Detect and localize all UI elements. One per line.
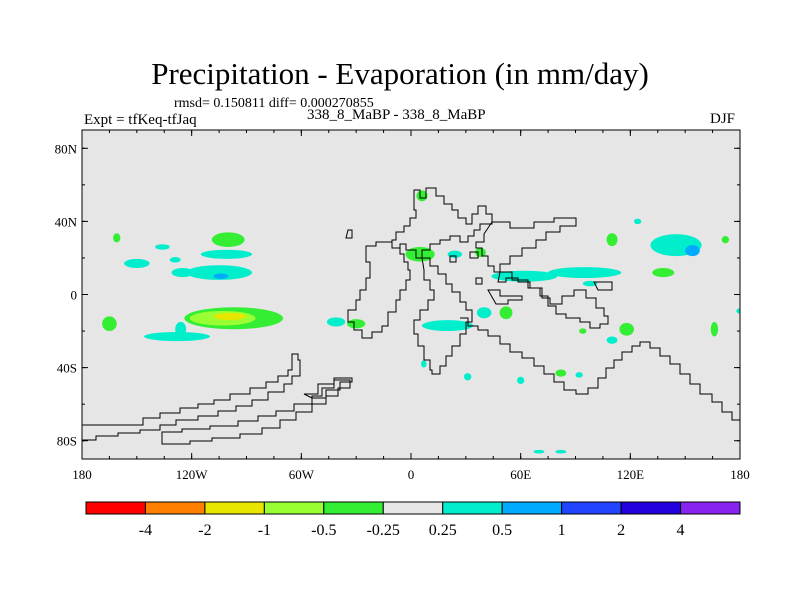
coastline-segment (391, 187, 493, 259)
anomaly-region (606, 336, 618, 344)
colorbar-swatch (680, 501, 741, 515)
anomaly-region (464, 373, 472, 381)
anomaly-region (517, 376, 525, 385)
y-tick-label: 80S (57, 434, 77, 449)
anomaly-region (113, 233, 121, 243)
anomaly-region (548, 267, 622, 279)
anomaly-region (213, 273, 229, 279)
coastline-segment (487, 289, 523, 305)
coastline-segment (475, 277, 483, 285)
coastline-segment (497, 271, 609, 329)
colorbar-swatch (620, 501, 682, 515)
colorbar-label: -0.5 (311, 522, 336, 539)
y-tick-label: 80N (55, 141, 78, 156)
anomaly-region (633, 218, 642, 225)
anomaly-region (144, 331, 210, 342)
anomaly-region (685, 245, 700, 257)
anomaly-region (555, 449, 567, 454)
colorbar-label: 2 (617, 522, 625, 539)
anomaly-region (175, 321, 187, 337)
x-tick-label: 180 (730, 467, 750, 482)
colorbar-label: 4 (677, 522, 685, 539)
coastline-segment (347, 241, 411, 339)
anomaly-region (124, 258, 150, 268)
colorbar-swatch (85, 501, 146, 515)
axis-ticks: 180 120W 60W 0 60E 120E 180 80N 40N 0 40S 80S (55, 130, 750, 482)
colorbar-swatch (442, 501, 503, 515)
anomaly-region (326, 317, 346, 327)
y-tick-label: 40S (57, 361, 77, 376)
anomaly-region (721, 236, 730, 244)
colorbar-label: 0.5 (492, 522, 512, 539)
coastline-segment (82, 353, 301, 441)
coastline-segment (161, 379, 351, 445)
colorbar-swatch (382, 501, 444, 515)
anomaly-region (416, 190, 428, 202)
anomaly-region (606, 233, 618, 247)
y-tick-label: 0 (71, 288, 78, 303)
anomaly-region (710, 321, 719, 337)
experiment-label: Expt = tfKeq-tfJaq (84, 112, 197, 128)
anomaly-region (200, 249, 252, 259)
anomaly-region (555, 369, 567, 377)
coastline-segment (460, 317, 740, 421)
anomaly-region (347, 319, 366, 329)
anomaly-region (155, 244, 170, 250)
coastline-segment (469, 251, 479, 259)
anomaly-region (421, 320, 474, 332)
coastlines (82, 187, 740, 445)
x-tick-label: 0 (408, 467, 415, 482)
anomaly-region (476, 307, 492, 319)
colorbar-label: -2 (198, 522, 211, 539)
coastline-segment (449, 255, 457, 263)
coastline-segment (303, 377, 353, 399)
chart-title: Precipitation - Evaporation (in mm/day) (151, 56, 649, 91)
anomaly-region (211, 232, 245, 247)
colorbar-swatch (561, 501, 622, 515)
colorbar-swatch (323, 501, 384, 515)
anomaly-region (575, 372, 583, 378)
x-tick-label: 60E (510, 467, 531, 482)
coastline-segment (345, 229, 353, 239)
anomaly-region (169, 257, 181, 263)
anomaly-region (499, 306, 513, 320)
x-tick-label: 120W (176, 467, 209, 482)
anomaly-region (491, 270, 558, 282)
x-tick-label: 120E (617, 467, 645, 482)
coastline-segment (413, 257, 473, 375)
anomaly-region (102, 316, 117, 332)
anomaly-region (652, 267, 675, 278)
colorbar-swatch (263, 501, 325, 515)
stats-text: rmsd= 0.150811 diff= 0.000270855 (174, 96, 374, 111)
anomaly-regions (102, 190, 740, 454)
anomaly-region (579, 328, 587, 334)
x-tick-label: 180 (72, 467, 92, 482)
season-label: DJF (710, 111, 736, 127)
colorbar-label: 1 (558, 522, 566, 539)
center-label: 338_8_MaBP - 338_8_MaBP (307, 107, 486, 123)
colorbar-swatch (144, 501, 206, 515)
coastline-segment (475, 217, 577, 273)
anomaly-region (421, 360, 427, 368)
colorbar: -4 -2 -1 -0.5 -0.25 0.25 0.5 1 2 4 (85, 501, 741, 539)
anomaly-region (533, 449, 545, 454)
y-tick-label: 40N (55, 214, 78, 229)
colorbar-label: -4 (139, 522, 152, 539)
x-tick-label: 60W (289, 467, 315, 482)
anomaly-region (171, 267, 194, 278)
colorbar-label: 0.25 (429, 522, 457, 539)
coastline-segment (593, 281, 613, 291)
anomaly-region (213, 312, 247, 321)
anomaly-region (619, 322, 634, 336)
colorbar-swatch (204, 501, 265, 515)
map-background (82, 130, 740, 459)
colorbar-swatch (501, 501, 563, 515)
colorbar-label: -0.25 (367, 522, 400, 539)
anomaly-region (736, 308, 740, 314)
colorbar-label: -1 (258, 522, 271, 539)
anomaly-region (186, 265, 252, 280)
